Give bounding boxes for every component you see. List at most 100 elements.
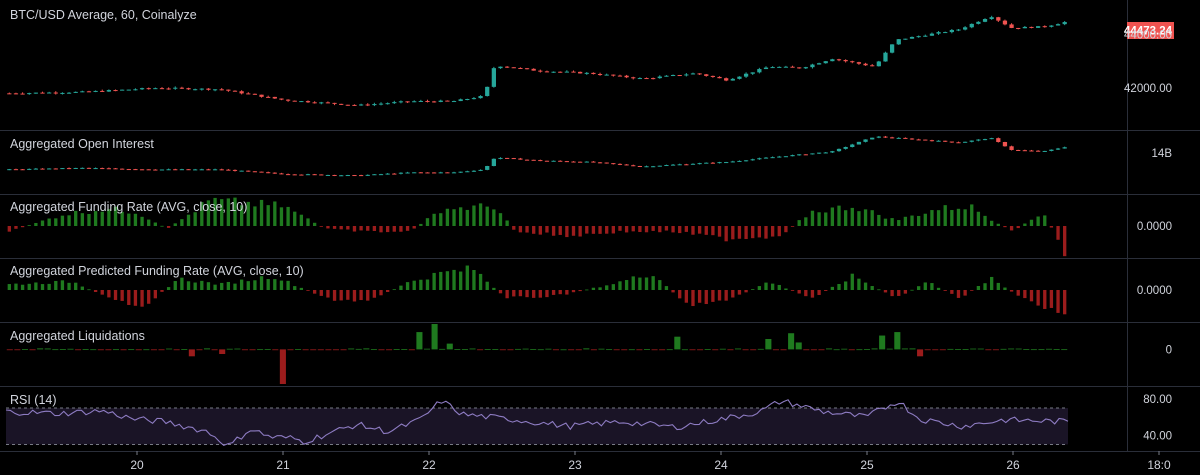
funding-bar-positive	[27, 225, 31, 226]
candle-up	[637, 78, 643, 80]
liquidation-bar-short	[188, 349, 195, 357]
candle-down	[146, 88, 151, 90]
funding-bar-negative	[585, 226, 589, 234]
candle-down	[790, 66, 795, 68]
candle-up	[193, 169, 198, 171]
candle-down	[843, 60, 848, 62]
candle-up	[850, 144, 855, 148]
candle-down	[597, 74, 603, 76]
candle-up	[790, 155, 795, 157]
candle-up	[803, 67, 808, 69]
funding-bar-positive	[472, 205, 476, 226]
candle-down	[889, 137, 895, 139]
liquidation-bar-short	[712, 349, 719, 351]
funding-bar-positive	[585, 289, 589, 291]
candle-up	[916, 36, 921, 38]
funding-bar-negative	[671, 290, 675, 293]
liquidation-bar-short	[499, 349, 506, 351]
candle-down	[677, 75, 682, 77]
candle-up	[212, 89, 218, 91]
funding-bar-negative	[366, 226, 370, 231]
predicted-funding-title: Aggregated Predicted Funding Rate (AVG, …	[10, 264, 304, 278]
funding-bar-negative	[704, 226, 708, 235]
candle-down	[518, 158, 523, 160]
candle-down	[20, 169, 25, 171]
funding-bar-positive	[485, 206, 489, 226]
liquidation-bar-long	[788, 333, 795, 350]
candle-up	[949, 29, 954, 33]
candle-down	[544, 160, 550, 162]
funding-bar-negative	[565, 226, 569, 238]
funding-bar-positive	[259, 199, 264, 226]
candle-down	[1022, 150, 1027, 152]
candle-up	[173, 87, 178, 89]
liquidation-bar-long	[469, 348, 476, 350]
liquidation-bar-long	[143, 349, 150, 351]
liquidation-bar-long	[1030, 349, 1037, 351]
funding-bar-negative	[512, 226, 516, 230]
funding-bar-negative	[392, 226, 396, 232]
candle-up	[783, 156, 789, 158]
liquidation-bar-long	[454, 349, 461, 350]
candle-down	[710, 162, 716, 164]
liquidation-bar-short	[636, 349, 643, 351]
funding-bar-negative	[950, 290, 954, 294]
candle-up	[757, 69, 762, 73]
funding-bar-positive	[903, 216, 908, 226]
liquidation-bar-long	[841, 348, 848, 350]
liquidation-bar-long	[977, 348, 984, 350]
candle-up	[870, 137, 875, 140]
funding-bar-positive	[40, 284, 45, 290]
liquidation-bar-long	[44, 348, 51, 350]
funding-bar-negative	[797, 290, 801, 294]
candle-down	[246, 93, 251, 95]
funding-bar-positive	[160, 225, 164, 227]
candle-up	[412, 101, 417, 103]
funding-bar-negative	[558, 226, 562, 235]
candle-down	[285, 99, 291, 101]
funding-bar-positive	[830, 286, 835, 290]
liquidation-bar-short	[135, 349, 142, 351]
candle-up	[816, 152, 822, 154]
funding-bar-positive	[266, 205, 270, 226]
funding-bar-positive	[87, 214, 91, 226]
funding-bar-positive	[465, 209, 469, 226]
funding-bar-positive	[253, 206, 257, 226]
candle-down	[126, 169, 131, 171]
funding-bar-positive	[452, 209, 456, 226]
x-tick-label: 24	[714, 458, 728, 472]
candle-up	[412, 172, 417, 174]
candle-up	[936, 140, 941, 142]
candle-up	[969, 23, 974, 28]
candle-up	[770, 157, 775, 159]
funding-bar-positive	[213, 284, 217, 290]
funding-bar-negative	[1016, 226, 1020, 229]
funding-bar-positive	[113, 206, 118, 226]
liquidation-bar-long	[833, 349, 840, 351]
candle-up	[166, 169, 171, 171]
funding-bar-positive	[618, 281, 622, 290]
funding-bar-negative	[385, 290, 390, 292]
funding-bar-negative	[352, 290, 357, 302]
funding-bar-positive	[127, 213, 131, 226]
candle-down	[186, 88, 191, 90]
candle-down	[803, 154, 808, 156]
funding-bar-negative	[737, 226, 742, 239]
funding-bar-positive	[824, 212, 828, 226]
candle-down	[949, 141, 954, 143]
liquidation-bar-short	[219, 349, 226, 354]
funding-bar-positive	[120, 211, 124, 226]
funding-bar-positive	[266, 279, 270, 290]
liquidation-bar-short	[158, 349, 165, 351]
funding-bar-negative	[824, 290, 828, 291]
candle-up	[943, 32, 948, 34]
funding-bar-negative	[346, 290, 350, 300]
liquidation-bar-short	[568, 349, 575, 351]
liquidation-bar-long	[355, 348, 362, 350]
funding-bar-negative	[153, 290, 158, 299]
funding-bar-positive	[1043, 215, 1047, 226]
funding-bar-positive	[193, 212, 197, 226]
candle-down	[259, 94, 264, 97]
liquidation-bar-short	[697, 349, 704, 351]
funding-bar-positive	[233, 283, 237, 290]
